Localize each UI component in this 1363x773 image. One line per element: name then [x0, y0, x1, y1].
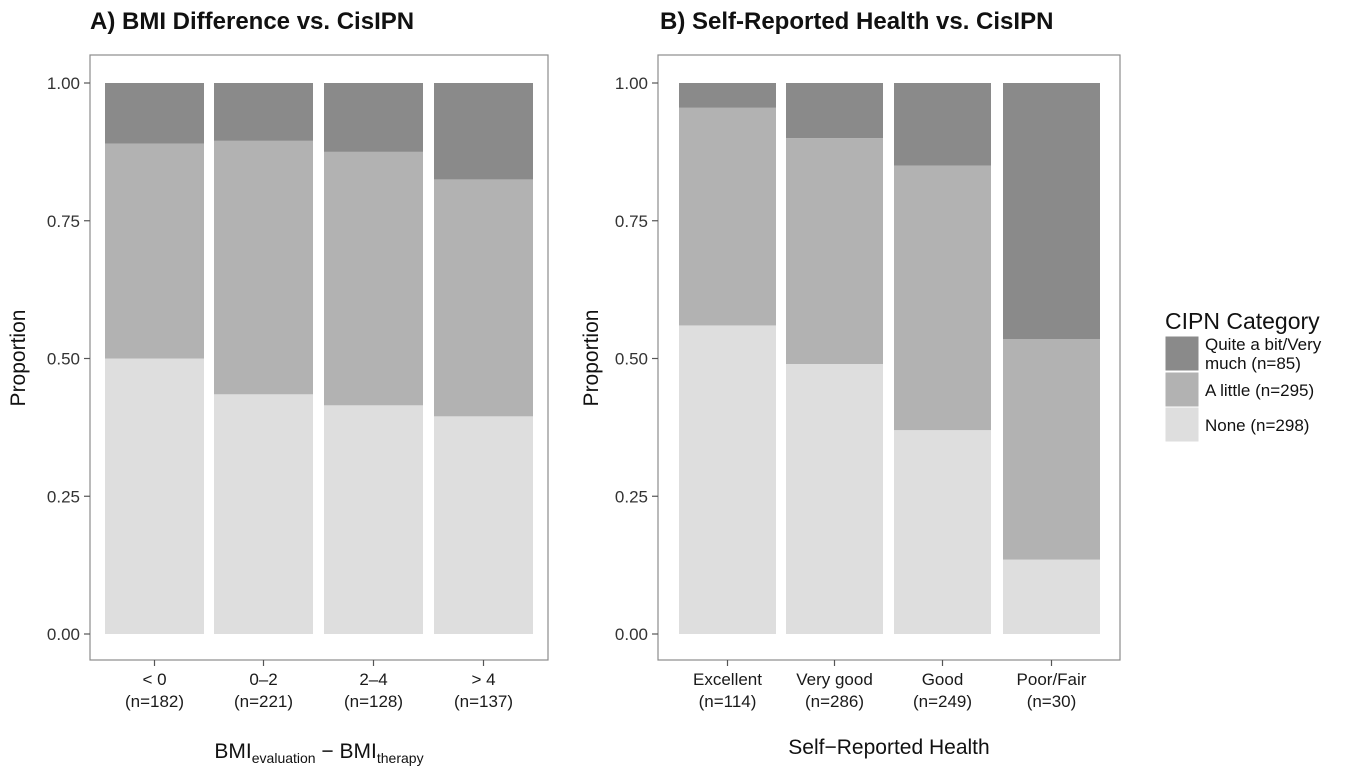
- panel-a-bar-quite-a-bit-4: [434, 83, 533, 180]
- panel-a-bar-a-little-1: [105, 143, 204, 359]
- panel-b-bar-a-little-2: [786, 138, 883, 365]
- legend-label: A little (n=295): [1205, 381, 1314, 400]
- legend-label: None (n=298): [1205, 416, 1309, 435]
- panel-b-bar-a-little-4: [1003, 339, 1100, 560]
- panel-a-bar-none-2: [214, 394, 313, 634]
- panel-a-y-tick-label: 0.25: [47, 487, 80, 506]
- panel-a-category-label: < 0: [142, 670, 166, 689]
- panel-a-bar-quite-a-bit-3: [324, 83, 423, 152]
- panel-a-category-count: (n=137): [454, 692, 513, 711]
- panel-b-bars: [679, 83, 1100, 634]
- panel-a-bar-quite-a-bit-1: [105, 83, 204, 144]
- panel-a-x-axis-title: BMIevaluation − BMItherapy: [214, 740, 423, 766]
- panel-b-bar-none-3: [894, 430, 991, 634]
- panel-b-y-tick-label: 0.00: [615, 625, 648, 644]
- panel-b-y-tick-label: 1.00: [615, 74, 648, 93]
- panel-b-y-axis: 0.00 0.25 0.50 0.75 1.00: [615, 74, 658, 644]
- x-title-minus: − BMI: [316, 740, 377, 763]
- panel-b-bar-none-1: [679, 325, 776, 634]
- panel-b-category-label: Excellent: [693, 670, 762, 689]
- panel-b-category-label: Good: [922, 670, 964, 689]
- panel-b-bar-quite-a-bit-2: [786, 83, 883, 139]
- legend-title: CIPN Category: [1165, 308, 1320, 334]
- panel-a-category-count: (n=128): [344, 692, 403, 711]
- panel-b-x-axis: Excellent (n=114) Very good (n=286) Good (n=2…: [693, 660, 1087, 711]
- panel-b-category-label: Very good: [796, 670, 873, 689]
- panel-b-bar-a-little-3: [894, 165, 991, 431]
- panel-b-title: B) Self-Reported Health vs. CisIPN: [660, 8, 1053, 35]
- panel-a-bar-quite-a-bit-2: [214, 83, 313, 141]
- panel-a-bar-none-4: [434, 416, 533, 634]
- panel-b-bar-quite-a-bit-4: [1003, 83, 1100, 340]
- panel-a-x-axis: < 0 (n=182) 0–2 (n=221) 2–4 (n=128) > 4 (n=137): [125, 660, 513, 711]
- panel-a-bar-none-1: [105, 358, 204, 634]
- panel-a-category-label: > 4: [471, 670, 495, 689]
- legend-key-quite-a-bit: [1164, 335, 1200, 372]
- x-title-main: BMI: [214, 740, 251, 763]
- panel-b-category-count: (n=286): [805, 692, 864, 711]
- panel-a-y-axis: 0.00 0.25 0.50 0.75 1.00: [47, 74, 90, 644]
- panel-a-bar-a-little-2: [214, 140, 313, 395]
- panel-b-category-count: (n=114): [699, 692, 757, 711]
- panel-b: B) Self-Reported Health vs. CisIPN 0.000…: [580, 8, 1121, 759]
- panel-a: A) BMI Difference vs. CisIPN 0.00 0.25 0.5…: [7, 8, 549, 766]
- panel-a-y-tick-label: 0.75: [47, 212, 80, 231]
- legend-label: Quite a bit/Very: [1205, 335, 1322, 354]
- panel-a-category-count: (n=182): [125, 692, 184, 711]
- panel-b-category-label: Poor/Fair: [1017, 670, 1087, 689]
- panel-a-y-axis-title: Proportion: [7, 310, 30, 407]
- panel-b-bar-quite-a-bit-3: [894, 83, 991, 166]
- panel-a-bars: [105, 83, 533, 634]
- panel-a-title: A) BMI Difference vs. CisIPN: [90, 8, 414, 35]
- legend-key-none: [1164, 406, 1200, 443]
- panel-a-bar-a-little-4: [434, 179, 533, 417]
- panel-b-y-tick-label: 0.25: [615, 487, 648, 506]
- panel-b-bar-a-little-1: [679, 107, 776, 326]
- panel-a-y-tick-label: 0.00: [47, 625, 80, 644]
- panel-a-y-tick-label: 0.50: [47, 350, 80, 369]
- panel-b-y-tick-label: 0.75: [615, 212, 648, 231]
- panel-a-category-count: (n=221): [234, 692, 293, 711]
- panel-b-y-axis-title: Proportion: [580, 310, 603, 407]
- panel-a-y-tick-label: 1.00: [47, 74, 80, 93]
- panel-b-bar-none-4: [1003, 559, 1100, 634]
- legend-key-a-little: [1164, 371, 1200, 408]
- panel-b-bar-quite-a-bit-1: [679, 83, 776, 108]
- panel-b-bar-none-2: [786, 364, 883, 634]
- panel-b-y-tick-label: 0.50: [615, 350, 648, 369]
- panel-b-category-count: (n=30): [1027, 692, 1077, 711]
- panel-a-category-label: 2–4: [359, 670, 387, 689]
- x-title-sub1: evaluation: [252, 750, 316, 766]
- legend-label: much (n=85): [1205, 354, 1301, 373]
- panel-b-x-axis-title: Self−Reported Health: [788, 736, 989, 759]
- x-title-sub2: therapy: [377, 750, 424, 766]
- panel-a-bar-a-little-3: [324, 151, 423, 406]
- panel-b-category-count: (n=249): [913, 692, 972, 711]
- panel-a-category-label: 0–2: [249, 670, 277, 689]
- panel-a-bar-none-3: [324, 405, 423, 634]
